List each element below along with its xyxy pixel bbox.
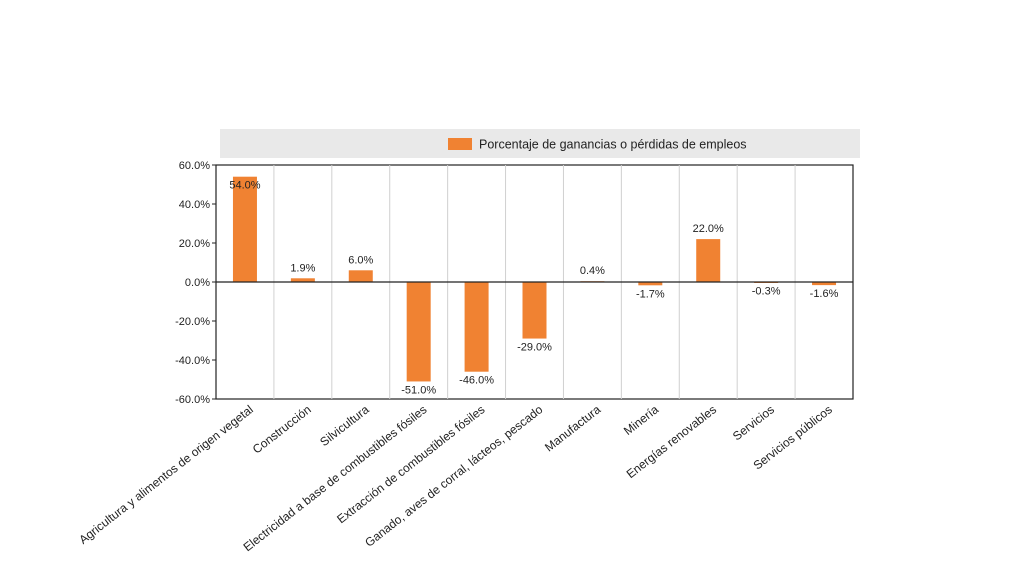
y-tick-label: -60.0% bbox=[175, 394, 210, 406]
data-label: -29.0% bbox=[517, 342, 552, 354]
category-label: Manufactura bbox=[542, 402, 603, 454]
y-tick-label: 40.0% bbox=[179, 199, 210, 211]
data-label: 1.9% bbox=[290, 262, 315, 274]
bar bbox=[812, 282, 837, 286]
y-tick-label: 20.0% bbox=[179, 238, 210, 250]
legend-box bbox=[220, 129, 860, 158]
data-label: 0.4% bbox=[580, 265, 605, 277]
y-tick-label: -40.0% bbox=[175, 355, 210, 367]
data-label: -1.7% bbox=[636, 288, 665, 300]
y-tick-label: 60.0% bbox=[179, 160, 210, 172]
y-tick-label: -20.0% bbox=[175, 316, 210, 328]
category-label: Construcción bbox=[250, 402, 314, 456]
data-label: -1.6% bbox=[810, 288, 839, 300]
data-label: -0.3% bbox=[752, 286, 781, 298]
legend-swatch bbox=[448, 138, 472, 150]
data-label: -51.0% bbox=[401, 384, 436, 396]
bar bbox=[696, 239, 721, 282]
bar bbox=[638, 282, 663, 286]
bar bbox=[464, 282, 489, 372]
category-label: Agricultura y alimentos de origen vegeta… bbox=[76, 402, 255, 547]
y-tick-label: 0.0% bbox=[185, 277, 210, 289]
data-label: 22.0% bbox=[693, 223, 724, 235]
bar bbox=[406, 282, 431, 382]
bar bbox=[348, 270, 373, 282]
category-label: Silvicultura bbox=[317, 402, 372, 449]
legend-label: Porcentaje de ganancias o pérdidas de em… bbox=[479, 138, 747, 152]
bar bbox=[522, 282, 547, 339]
data-label: 54.0% bbox=[229, 180, 260, 192]
category-label: Minería bbox=[621, 402, 661, 438]
category-label: Servicios bbox=[730, 402, 777, 443]
data-label: -46.0% bbox=[459, 375, 494, 387]
bar bbox=[232, 176, 257, 282]
data-label: 6.0% bbox=[348, 254, 373, 266]
bar bbox=[290, 278, 315, 282]
